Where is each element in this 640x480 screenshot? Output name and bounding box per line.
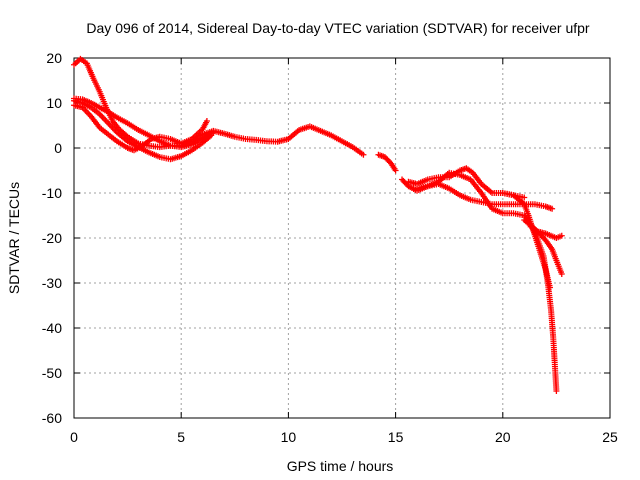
data-point: [360, 151, 367, 158]
x-tick-label: 20: [495, 429, 511, 445]
x-tick-label: 5: [177, 429, 185, 445]
y-tick-label: -10: [42, 185, 62, 201]
data-series-track-9: [499, 190, 553, 291]
data-series-track-11: [527, 223, 565, 241]
y-tick-label: -20: [42, 230, 62, 246]
y-tick-label: -60: [42, 410, 62, 426]
data-point: [203, 118, 210, 124]
data-point: [558, 271, 565, 277]
x-tick-label: 15: [388, 429, 404, 445]
y-tick-label: -40: [42, 320, 62, 336]
data-point: [549, 205, 556, 212]
data-series-track-5: [375, 151, 399, 174]
chart-title: Day 096 of 2014, Sidereal Day-to-day VTE…: [86, 20, 590, 36]
grid-lines: [74, 58, 610, 418]
data-point: [546, 284, 553, 291]
data-point: [558, 232, 565, 239]
y-tick-label: 0: [54, 140, 62, 156]
y-tick-label: 10: [46, 95, 62, 111]
y-tick-label: -30: [42, 275, 62, 291]
data-point: [553, 388, 560, 394]
data-point: [521, 194, 528, 201]
tick-labels: 0 5 10 15 20 25 20 10 0 -10 -20 -30 -40 -50 -60: [42, 50, 618, 445]
y-axis-label: SDTVAR / TECUs: [6, 182, 22, 294]
x-axis-label: GPS time / hours: [287, 458, 394, 474]
data-point: [392, 167, 399, 174]
data-series-track-3: [71, 102, 210, 154]
data-markers: [71, 55, 565, 394]
data-series-track-4: [71, 95, 367, 158]
x-tick-label: 10: [281, 429, 297, 445]
y-tick-label: 20: [46, 50, 62, 66]
x-tick-label: 25: [602, 429, 618, 445]
data-series-track-2: [71, 97, 215, 163]
y-tick-label: -50: [42, 365, 62, 381]
axis-ticks: [73, 57, 611, 419]
x-tick-label: 0: [70, 429, 78, 445]
